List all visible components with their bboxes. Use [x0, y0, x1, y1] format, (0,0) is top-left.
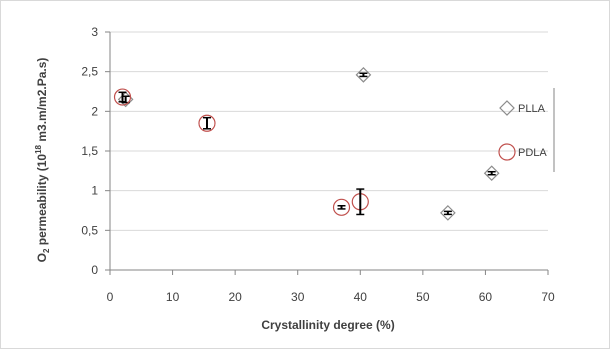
x-tick-label: 50	[416, 290, 430, 304]
gridlines	[110, 31, 548, 231]
plla-point	[440, 205, 456, 221]
y-tick-label: 2	[91, 104, 98, 118]
y-axis-label-middle: permeability (10	[35, 154, 49, 249]
legend-label-pdla: PDLA	[518, 147, 547, 159]
plla-point	[483, 165, 500, 182]
pdla-point	[113, 88, 132, 106]
x-tick-label: 30	[291, 290, 305, 304]
x-tick-label: 70	[541, 290, 555, 304]
x-tick-label: 20	[228, 290, 242, 304]
y-tick-label: 3	[91, 25, 98, 39]
legend-marker-plla	[499, 100, 515, 116]
legend-label-plla: PLLA	[518, 103, 546, 115]
y-axis-label: O2 permeability (1018 m3.m/m2.Pa.s)	[34, 58, 51, 263]
axes	[105, 31, 549, 275]
y-tick-label: 1	[91, 184, 98, 198]
plla-point	[355, 66, 372, 83]
x-axis-label: Crystallinity degree (%)	[261, 318, 394, 332]
x-tick-label: 0	[107, 290, 114, 304]
y-axis-label-superscript: 18	[34, 144, 43, 153]
x-tick-label: 60	[479, 290, 493, 304]
y-tick-label: 0	[91, 263, 98, 277]
legend: PLLA PDLA	[498, 88, 555, 172]
y-axis-label-subscript: 2	[42, 248, 51, 253]
x-tick-label: 10	[166, 290, 180, 304]
y-tick-label: 1,5	[81, 144, 98, 158]
legend-marker-pdla	[498, 143, 516, 161]
pdla-point	[198, 114, 216, 132]
y-tick-label: 0,5	[81, 223, 98, 237]
y-axis-label-prefix: O	[35, 253, 49, 262]
x-tick-labels: 0 10 20 30 40 50 60 70	[107, 290, 555, 304]
y-axis-label-suffix: m3.m/m2.Pa.s)	[35, 58, 49, 145]
data-points	[113, 66, 500, 221]
x-tick-label: 40	[354, 290, 368, 304]
y-tick-labels: 0 0,5 1 1,5 2 2,5 3	[81, 25, 98, 277]
y-tick-label: 2,5	[81, 65, 98, 79]
pdla-point	[332, 198, 351, 216]
